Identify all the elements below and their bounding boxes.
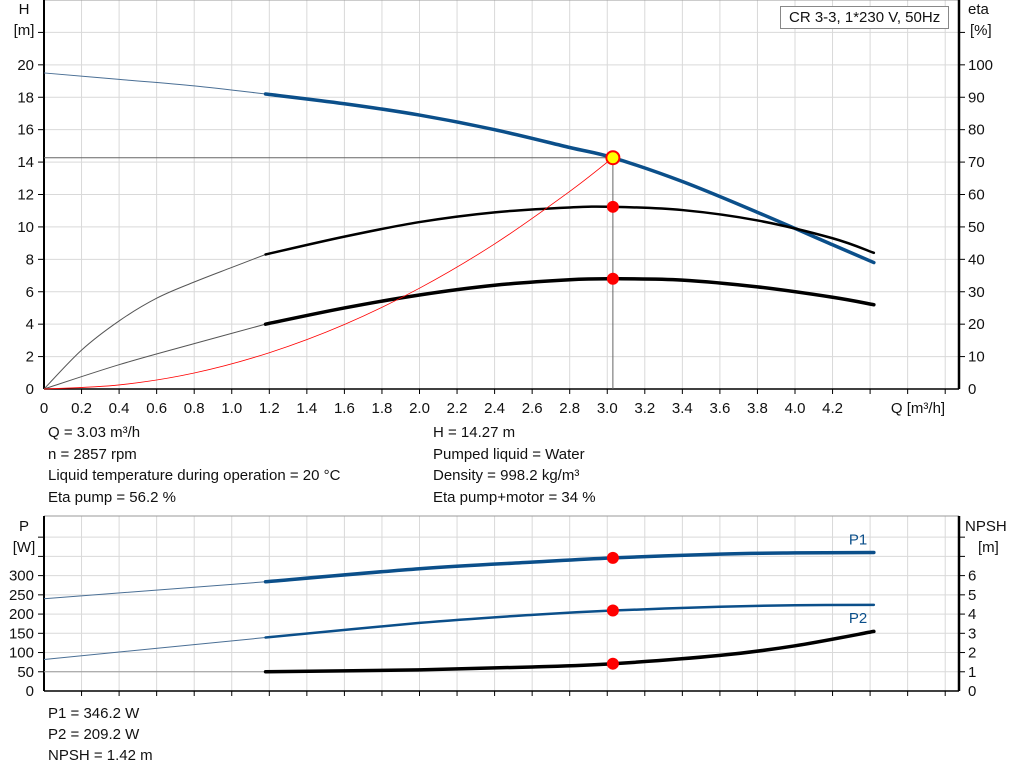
top-y-tick-label: 8 — [26, 251, 34, 268]
top-y-tick-label: 0 — [26, 381, 34, 398]
top-x-tick-label: 2.6 — [522, 400, 543, 417]
op-marker-npsh — [606, 657, 619, 670]
top-y-tick-label: 2 — [26, 349, 34, 366]
info-q: Q = 3.03 m³/h — [48, 424, 141, 441]
top-x-tick-label: 0.8 — [184, 400, 205, 417]
bottom-y-tick-label: 300 — [9, 568, 34, 585]
top-y-tick-label: 14 — [17, 154, 34, 171]
top-x-tick-label: 2.4 — [484, 400, 505, 417]
info-liquid: Pumped liquid = Water — [433, 446, 585, 463]
top-y-tick-label: 10 — [17, 219, 34, 236]
op-marker-p2 — [606, 604, 619, 617]
series-P2-thin — [43, 637, 266, 660]
series-label-P1: P1 — [849, 532, 867, 549]
series-P2-thick — [264, 603, 876, 639]
top-y2-tick-label: 60 — [968, 187, 985, 204]
series-eta_pump_motor-thick — [263, 277, 876, 326]
series-P1-thick — [263, 550, 876, 584]
top-y2-tick-label: 50 — [968, 219, 985, 236]
top-y2-tick-label: 40 — [968, 251, 985, 268]
top-x-tick-label: 2.8 — [559, 400, 580, 417]
top-x-tick-label: 1.8 — [372, 400, 393, 417]
op-marker-eta-pump-motor — [606, 272, 619, 285]
bottom-y-tick-label: 50 — [17, 664, 34, 681]
info-temperature: Liquid temperature during operation = 20… — [48, 467, 341, 484]
bottom-y2-tick-label: 5 — [968, 587, 976, 604]
bottom-y-unit: [W] — [13, 539, 36, 556]
top-x-tick-label: 0.6 — [146, 400, 167, 417]
info-eta-pump-motor: Eta pump+motor = 34 % — [433, 489, 596, 506]
series-NPSH-thick — [263, 629, 876, 674]
top-y2-label: eta — [968, 1, 990, 18]
series-P1-thin — [43, 581, 266, 600]
bottom-y-tick-label: 0 — [26, 683, 34, 700]
top-y-tick-label: 6 — [26, 284, 34, 301]
top-y-tick-label: 4 — [26, 316, 34, 333]
series-H-thin — [43, 72, 266, 95]
bottom-y-label: P — [19, 518, 29, 535]
bottom-y2-unit: [m] — [978, 539, 999, 556]
top-y2-tick-label: 0 — [968, 381, 976, 398]
top-x-tick-label: 2.2 — [447, 400, 468, 417]
series-eta_pump_motor-thin — [43, 323, 266, 390]
bottom-y2-tick-label: 2 — [968, 645, 976, 662]
top-y2-tick-label: 100 — [968, 57, 993, 74]
bottom-y2-tick-label: 6 — [968, 568, 976, 585]
info-density: Density = 998.2 kg/m³ — [433, 467, 580, 484]
bottom-y-tick-label: 200 — [9, 606, 34, 623]
top-x-tick-label: 3.8 — [747, 400, 768, 417]
top-x-tick-label: 4.0 — [785, 400, 806, 417]
series-system_curve — [43, 157, 614, 390]
top-y-unit: [m] — [14, 22, 35, 39]
bottom-y2-label: NPSH — [965, 518, 1007, 535]
top-x-tick-label: 3.6 — [709, 400, 730, 417]
info-eta-pump: Eta pump = 56.2 % — [48, 489, 176, 506]
info-h: H = 14.27 m — [433, 424, 516, 441]
bottom-y-tick-label: 100 — [9, 645, 34, 662]
top-x-tick-label: 1.6 — [334, 400, 355, 417]
bottom-y2-tick-label: 4 — [968, 606, 976, 623]
top-y-tick-label: 16 — [17, 122, 34, 139]
top-x-tick-label: 3.2 — [634, 400, 655, 417]
top-y-tick-label: 12 — [17, 187, 34, 204]
series-label-P2: P2 — [849, 610, 867, 627]
info-speed: n = 2857 rpm — [48, 446, 137, 463]
top-x-tick-label: 0.2 — [71, 400, 92, 417]
top-y-tick-label: 18 — [17, 89, 34, 106]
series-eta_pump-thick — [264, 205, 876, 256]
top-x-tick-label: 0.4 — [109, 400, 130, 417]
top-y-label: H — [19, 1, 30, 18]
top-y2-tick-label: 10 — [968, 349, 985, 366]
bottom-y2-tick-label: 0 — [968, 683, 976, 700]
top-y2-tick-label: 30 — [968, 284, 985, 301]
top-y2-unit: [%] — [970, 22, 992, 39]
op-marker-duty-point — [605, 150, 621, 166]
top-x-tick-label: 3.4 — [672, 400, 693, 417]
top-x-tick-label: 2.0 — [409, 400, 430, 417]
top-y2-tick-label: 80 — [968, 122, 985, 139]
top-y2-tick-label: 20 — [968, 316, 985, 333]
info-npsh: NPSH = 1.42 m — [48, 747, 153, 764]
top-y2-tick-label: 90 — [968, 89, 985, 106]
top-y-tick-label: 20 — [17, 57, 34, 74]
top-x-tick-label: 1.4 — [296, 400, 317, 417]
top-x-tick-label: 1.2 — [259, 400, 280, 417]
bottom-y-tick-label: 250 — [9, 587, 34, 604]
top-x-tick-label: 3.0 — [597, 400, 618, 417]
info-p1: P1 = 346.2 W — [48, 705, 140, 722]
bottom-y-tick-label: 150 — [9, 625, 34, 642]
bottom-y2-tick-label: 3 — [968, 625, 976, 642]
top-x-label: Q [m³/h] — [891, 400, 945, 417]
top-x-tick-label: 0 — [40, 400, 48, 417]
top-y2-tick-label: 70 — [968, 154, 985, 171]
op-marker-p1 — [606, 551, 619, 564]
op-marker-eta-pump — [606, 200, 619, 213]
legend-box: CR 3-3, 1*230 V, 50Hz — [780, 6, 950, 29]
series-eta_pump-thin — [43, 254, 266, 390]
top-x-tick-label: 4.2 — [822, 400, 843, 417]
bottom-y2-tick-label: 1 — [968, 664, 976, 681]
top-x-tick-label: 1.0 — [221, 400, 242, 417]
info-p2: P2 = 209.2 W — [48, 726, 140, 743]
